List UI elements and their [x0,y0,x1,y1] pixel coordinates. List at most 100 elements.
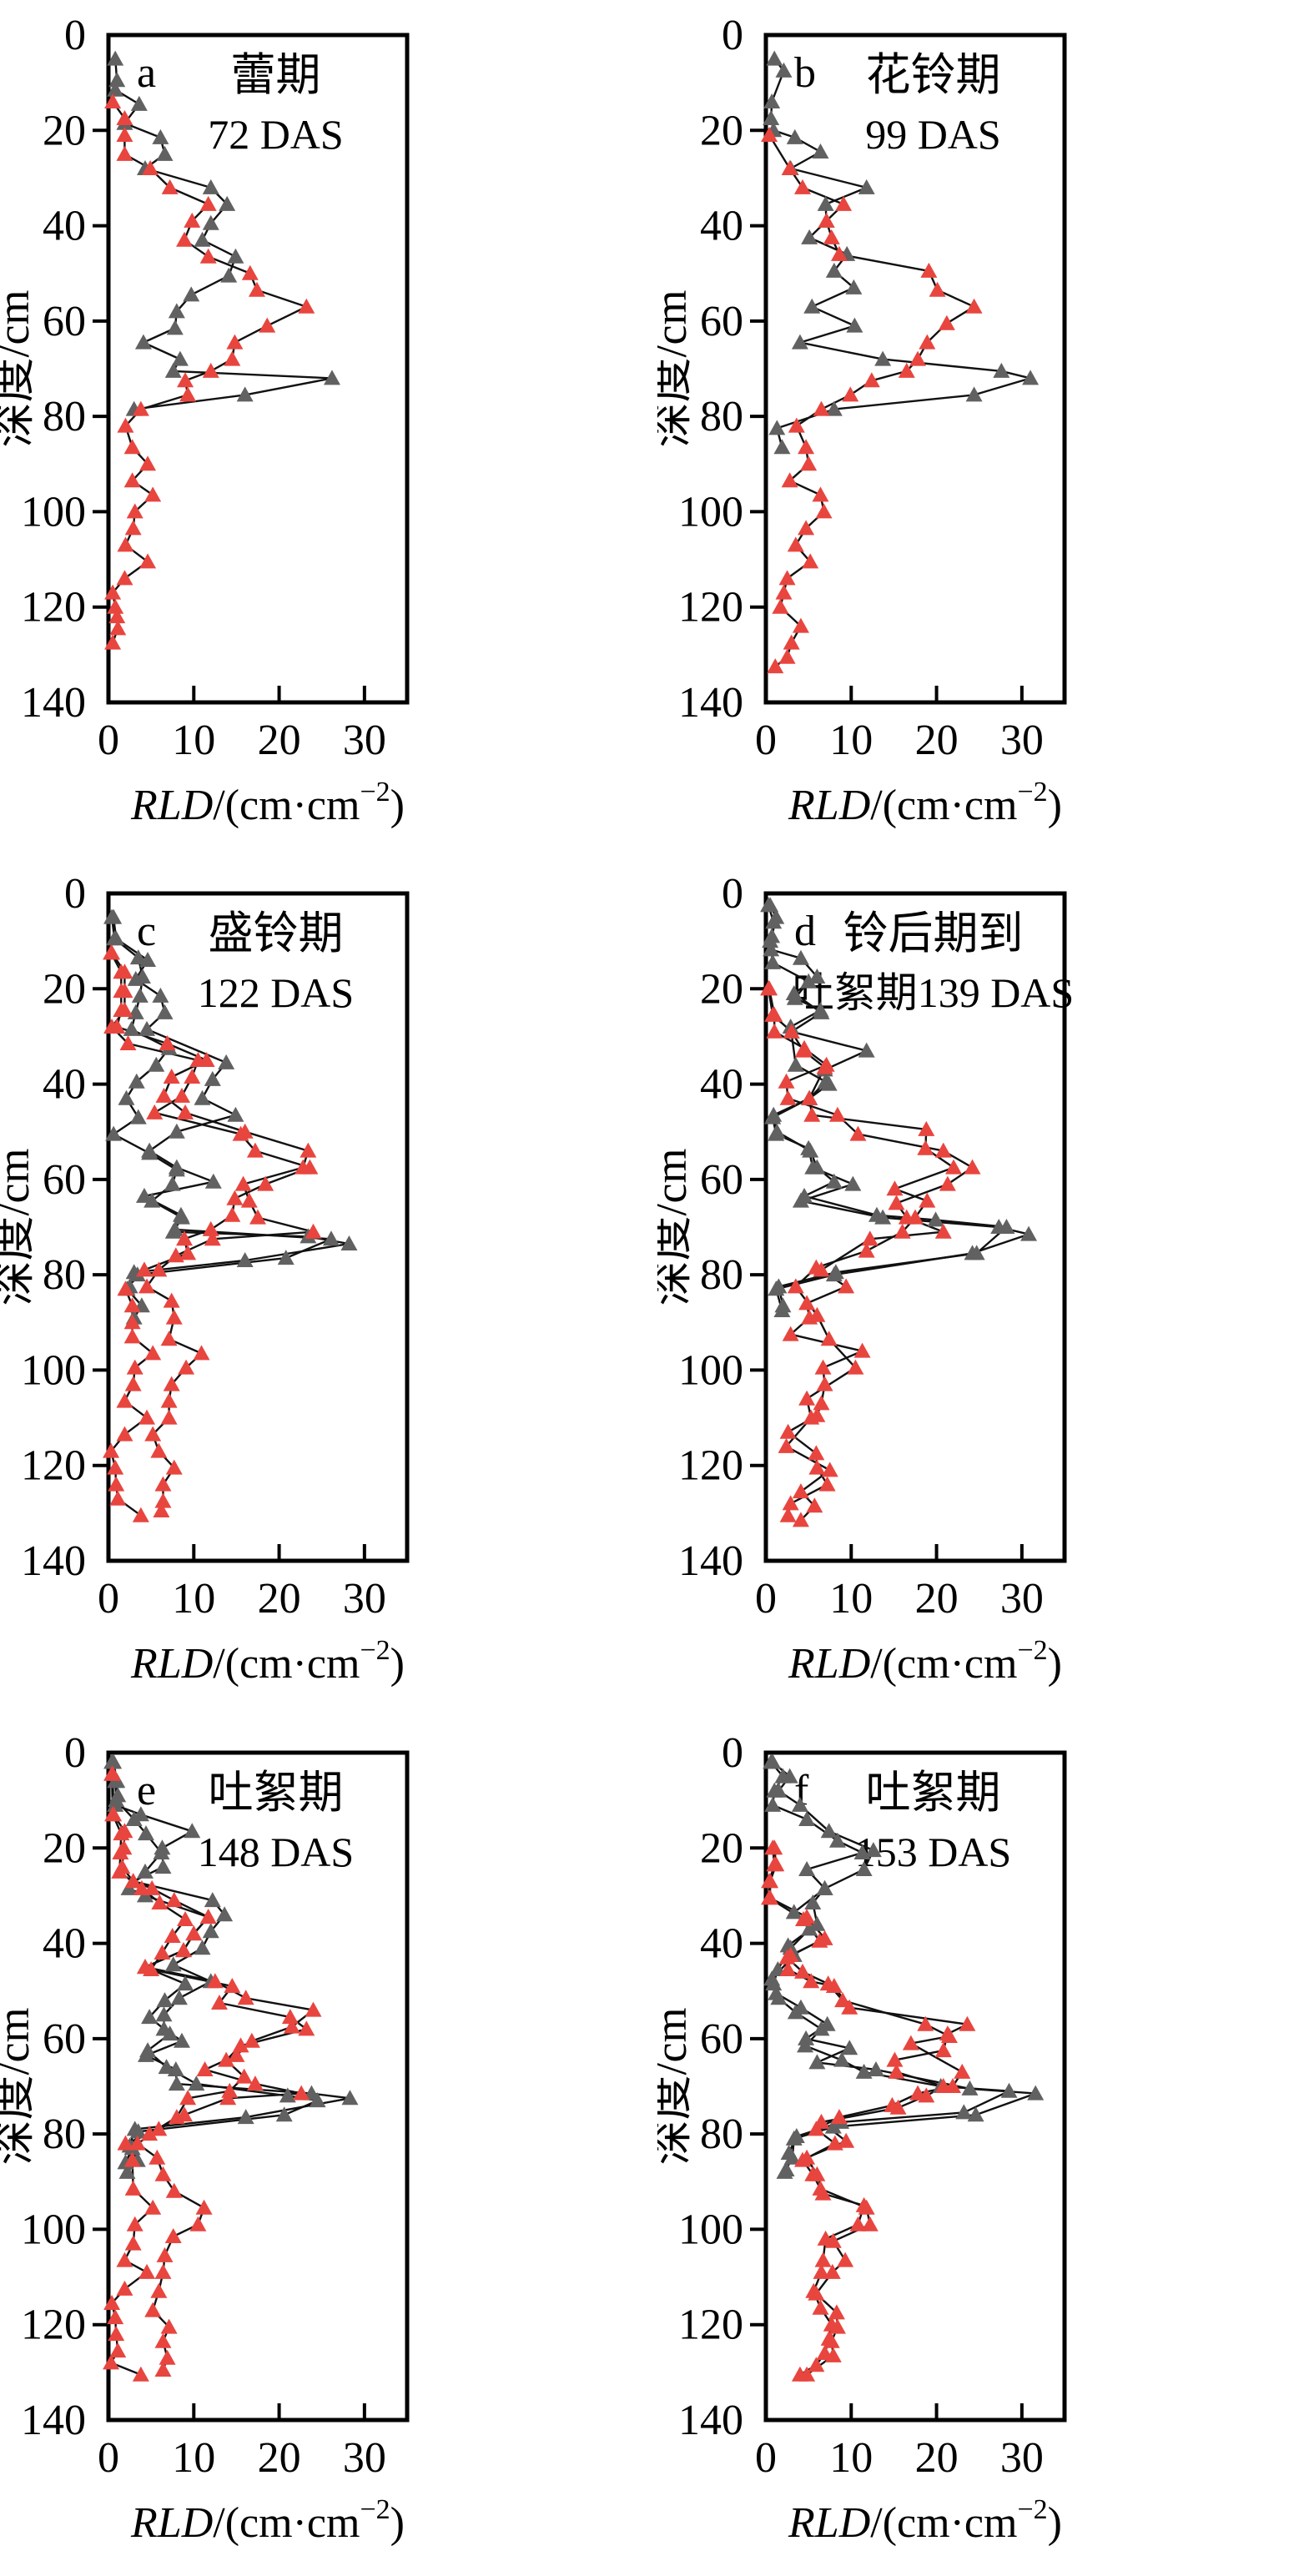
red-triangle-marker [154,2332,172,2348]
red-triangle-marker [104,584,122,600]
red-triangle-marker [202,1220,219,1236]
red-triangle-marker [226,334,244,350]
red-triangle-marker [929,281,946,297]
red-triangle-marker [132,2366,149,2382]
red-triangle-marker [779,1507,797,1522]
red-triangle-marker [163,1069,180,1084]
x-tick-label: 20 [258,717,301,764]
panel-title-line1: 蕾期 [230,50,320,100]
red-triangle-marker [811,1932,828,1948]
red-triangle-marker [823,229,840,244]
red-triangle-marker [142,160,159,175]
red-triangle-marker [767,658,784,674]
red-triangle-marker [861,1230,879,1246]
red-triangle-marker [103,1765,121,1781]
gray-triangle-marker [855,1861,873,1876]
gray-triangle-marker [766,1782,783,1798]
red-triangle-marker [781,472,798,488]
red-triangle-marker [779,1089,797,1105]
x-tick-label: 0 [755,1575,777,1623]
gray-triangle-marker [786,989,803,1005]
red-triangle-marker [124,1873,142,1889]
gray-triangle-marker [153,1844,170,1859]
gray-triangle-marker [763,110,780,125]
red-triangle-marker [177,1104,194,1119]
gray-triangle-marker [237,2109,254,2125]
x-tick-label: 20 [258,2434,301,2482]
red-triangle-marker [144,2302,162,2317]
red-triangle-marker [173,1087,190,1103]
gray-triangle-marker [844,1175,862,1191]
red-triangle-marker [149,2149,166,2165]
red-triangle-marker [934,1142,952,1158]
x-tick-label: 20 [258,1575,301,1623]
gray-series-line [769,904,1030,1311]
x-tick-label: 20 [915,2434,959,2482]
gray-triangle-marker [812,143,829,158]
gray-triangle-marker [791,334,808,350]
gray-triangle-marker [123,1020,140,1036]
red-triangle-marker [934,2042,952,2058]
y-tick-label: 20 [700,1824,743,1872]
gray-triangle-marker [780,2145,798,2160]
red-triangle-marker [139,553,157,569]
x-axis-title: RLD/(cm·cm−2) [788,2494,1062,2547]
red-triangle-marker [199,248,217,264]
gray-triangle-marker [219,195,236,211]
gray-triangle-marker [768,420,786,435]
gray-triangle-marker [204,1070,221,1086]
red-triangle-marker [803,1106,821,1122]
red-triangle-marker [295,1159,312,1175]
red-triangle-marker [778,570,796,586]
red-triangle-marker [305,2001,322,2017]
gray-triangle-marker [128,1073,145,1089]
gray-triangle-marker [170,1990,188,2005]
red-triangle-marker [116,1392,133,1408]
panel-title-line1: 吐絮期 [865,1768,1000,1818]
gray-triangle-marker [164,1175,181,1191]
gray-triangle-marker [798,1811,816,1826]
gray-triangle-marker [801,229,818,244]
gray-triangle-marker [820,1823,838,1839]
y-tick-label: 40 [43,1920,86,1968]
red-triangle-marker [237,1990,254,2005]
y-tick-label: 20 [43,1824,86,1872]
x-tick-label: 0 [98,717,119,764]
red-triangle-marker [801,1089,818,1105]
gray-triangle-marker [108,72,126,88]
red-series-line [768,1848,964,2376]
red-triangle-marker [196,2061,214,2076]
red-triangle-marker [116,1426,133,1441]
gray-triangle-marker [766,50,783,66]
red-triangle-marker [128,2135,146,2151]
gray-triangle-marker [161,2025,179,2041]
red-triangle-marker [808,1459,826,1475]
gray-triangle-marker [164,1223,182,1239]
gray-triangle-marker [129,2123,147,2139]
red-triangle-marker [150,1261,168,1277]
red-triangle-marker [176,1230,194,1246]
red-triangle-marker [293,2085,310,2101]
gray-triangle-marker [204,1173,222,1189]
gray-triangle-marker [156,1004,174,1019]
red-triangle-marker [160,1331,178,1346]
gray-triangle-marker [194,1940,211,1955]
red-triangle-marker [144,1345,162,1361]
red-triangle-marker [806,1497,823,1513]
x-tick-label: 10 [172,1575,215,1623]
red-triangle-marker [138,1409,156,1425]
red-triangle-marker [808,1259,825,1275]
gray-triangle-marker [173,2032,190,2048]
red-triangle-marker [159,2349,176,2365]
y-tick-label: 40 [700,203,743,250]
panel-letter: d [794,908,816,955]
gray-triangle-marker [204,1892,221,1908]
red-triangle-marker [793,2151,811,2167]
gray-triangle-marker [168,1123,185,1139]
red-triangle-marker [248,281,265,297]
gray-triangle-marker [845,279,863,294]
gray-triangle-marker [130,95,148,111]
red-triangle-marker [117,536,134,552]
red-triangle-marker [175,1942,193,1958]
